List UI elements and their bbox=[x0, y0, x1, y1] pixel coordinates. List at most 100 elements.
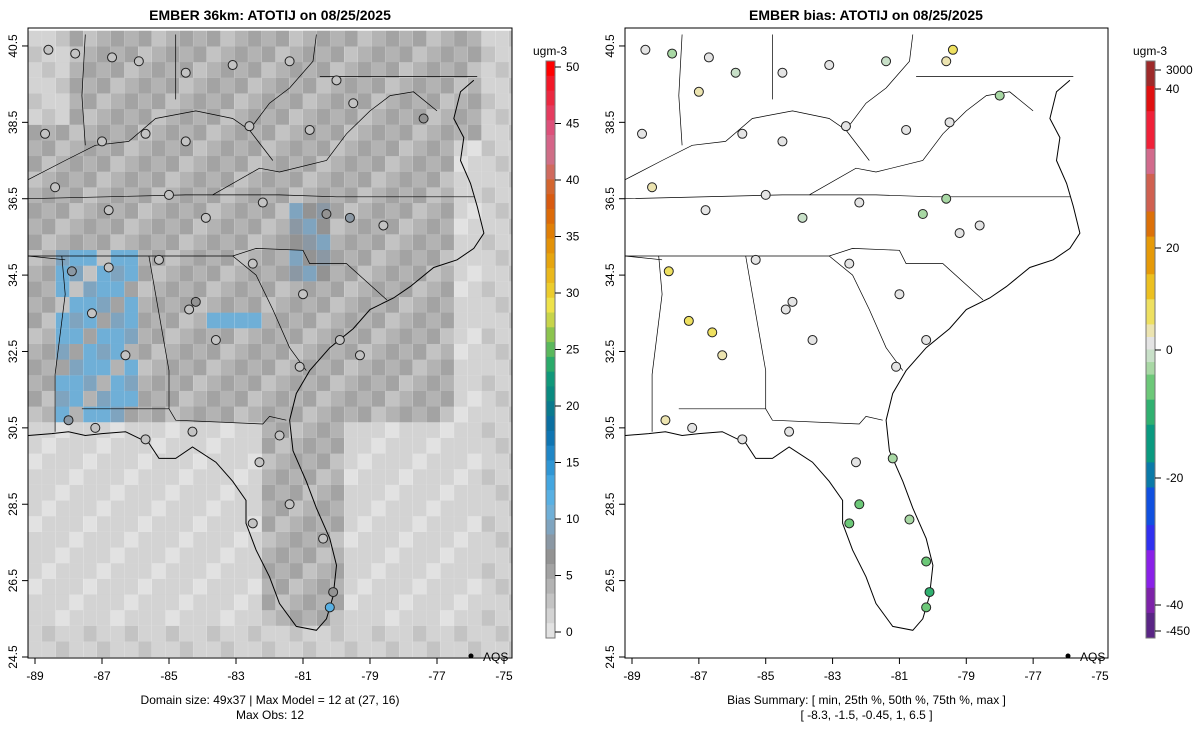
grid-cell bbox=[316, 343, 331, 360]
grid-cell bbox=[69, 547, 84, 564]
colorbar-tick-label: -20 bbox=[1166, 471, 1184, 485]
grid-cell bbox=[55, 469, 70, 485]
grid-cell bbox=[316, 547, 331, 564]
grid-cell bbox=[234, 406, 248, 423]
grid-cell bbox=[426, 531, 441, 548]
grid-cell bbox=[83, 249, 97, 266]
grid-cell bbox=[316, 625, 331, 642]
grid-cell bbox=[399, 93, 413, 110]
grid-cell bbox=[55, 625, 70, 642]
grid-cell bbox=[371, 77, 386, 94]
colorbar-swatch bbox=[1146, 449, 1155, 463]
grid-cell bbox=[467, 516, 482, 532]
station-marker bbox=[797, 212, 808, 223]
grid-cell bbox=[385, 594, 400, 611]
map-area bbox=[28, 30, 512, 658]
grid-cell bbox=[303, 234, 317, 251]
station-marker bbox=[921, 556, 932, 567]
grid-cell bbox=[69, 312, 84, 329]
grid-cell bbox=[454, 93, 468, 110]
station-marker bbox=[700, 205, 711, 216]
grid-cell bbox=[248, 594, 262, 611]
colorbar-swatch bbox=[546, 430, 555, 447]
grid-cell bbox=[42, 453, 56, 470]
colorbar-tick-label: 15 bbox=[566, 456, 580, 470]
grid-cell bbox=[385, 469, 400, 485]
grid-cell bbox=[261, 234, 276, 251]
grid-cell bbox=[69, 249, 84, 266]
grid-cell bbox=[412, 484, 427, 501]
grid-cell bbox=[275, 265, 290, 282]
station-marker bbox=[954, 228, 965, 239]
grid-cell bbox=[399, 30, 413, 47]
grid-cell bbox=[96, 453, 111, 470]
grid-cell bbox=[275, 30, 290, 47]
grid-cell bbox=[234, 234, 248, 251]
grid-cell bbox=[138, 218, 152, 235]
grid-cell bbox=[110, 359, 125, 376]
grid-cell bbox=[289, 469, 303, 485]
grid-cell bbox=[412, 77, 427, 94]
grid-cell bbox=[69, 453, 84, 470]
grid-cell bbox=[330, 422, 345, 438]
grid-cell bbox=[385, 312, 400, 329]
grid-cell bbox=[110, 171, 125, 188]
colorbar-swatch bbox=[546, 623, 555, 639]
grid-cell bbox=[96, 296, 111, 313]
grid-cell bbox=[234, 343, 248, 360]
grid-cell bbox=[357, 77, 372, 94]
grid-cell bbox=[399, 218, 413, 235]
grid-cell bbox=[454, 234, 468, 251]
grid-cell bbox=[193, 437, 207, 454]
grid-cell bbox=[509, 625, 512, 642]
grid-cell bbox=[28, 422, 42, 438]
coastline bbox=[28, 79, 485, 631]
grid-cell bbox=[261, 281, 276, 298]
grid-cell bbox=[330, 93, 345, 110]
grid-cell bbox=[179, 171, 193, 188]
station-marker bbox=[780, 304, 791, 315]
grid-cell bbox=[220, 140, 235, 157]
grid-cell bbox=[69, 516, 84, 532]
grid-cell bbox=[165, 124, 180, 141]
grid-cell bbox=[454, 594, 468, 611]
grid-cell bbox=[110, 296, 125, 313]
grid-cell bbox=[83, 500, 97, 517]
grid-cell bbox=[385, 641, 400, 658]
grid-cell bbox=[385, 30, 400, 47]
grid-cell bbox=[467, 500, 482, 517]
grid-cell bbox=[385, 453, 400, 470]
grid-cell bbox=[399, 265, 413, 282]
colorbar-tick-label: 20 bbox=[566, 399, 580, 413]
grid-cell bbox=[206, 343, 221, 360]
grid-cell bbox=[110, 531, 125, 548]
grid-cell bbox=[467, 124, 482, 141]
grid-cell bbox=[275, 578, 290, 595]
grid-cell bbox=[124, 93, 139, 110]
grid-cell bbox=[220, 484, 235, 501]
grid-cell bbox=[110, 187, 125, 204]
grid-cell bbox=[28, 202, 42, 219]
grid-cell bbox=[385, 437, 400, 454]
grid-cell bbox=[344, 296, 358, 313]
grid-cell bbox=[206, 155, 221, 172]
grid-cell bbox=[69, 77, 84, 94]
grid-cell bbox=[509, 531, 512, 548]
grid-cell bbox=[344, 484, 358, 501]
grid-cell bbox=[96, 578, 111, 595]
station-marker bbox=[844, 258, 855, 269]
legend-label: AQS bbox=[1080, 650, 1105, 664]
grid-cell bbox=[138, 594, 152, 611]
grid-cell bbox=[467, 61, 482, 78]
colorbar-swatch bbox=[546, 134, 555, 151]
station-marker bbox=[164, 189, 174, 200]
grid-cell bbox=[248, 390, 262, 407]
grid-cell bbox=[357, 187, 372, 204]
grid-cell bbox=[165, 500, 180, 517]
grid-cell bbox=[426, 422, 441, 438]
grid-cell bbox=[357, 547, 372, 564]
grid-cell bbox=[179, 281, 193, 298]
grid-cell bbox=[220, 124, 235, 141]
station-marker bbox=[944, 117, 955, 128]
grid-cell bbox=[330, 140, 345, 157]
